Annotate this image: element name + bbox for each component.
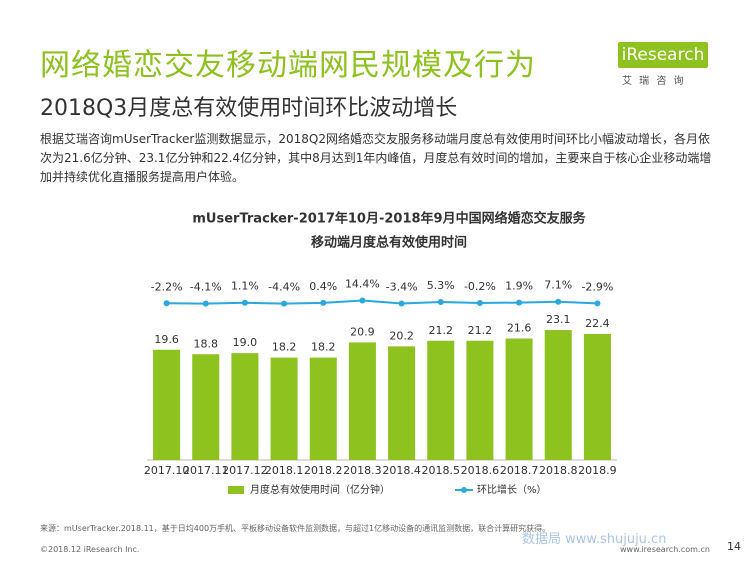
bar-label: 18.8 — [194, 337, 219, 350]
x-tick-label: 2018.8 — [539, 464, 578, 477]
bar — [348, 342, 376, 460]
bar — [309, 357, 337, 460]
bar-label: 18.2 — [272, 341, 297, 354]
chart: mUserTracker-2017年10月-2018年9月中国网络婚恋交友服务 … — [144, 211, 617, 496]
legend-label: 月度总有效使用时间（亿分钟） — [250, 483, 390, 496]
bar-label: 21.2 — [468, 324, 493, 337]
legend-swatch — [461, 487, 467, 493]
x-tick-label: 2018.2 — [304, 464, 343, 477]
line-label: 1.1% — [231, 280, 259, 293]
paragraph: 根据艾瑞咨询mUserTracker监测数据显示，2018Q2网络婚恋交友服务移… — [40, 132, 712, 184]
x-tick-label: 2018.5 — [422, 464, 461, 477]
x-tick-label: 2018.9 — [578, 464, 617, 477]
line-label: -0.2% — [464, 280, 496, 293]
line-marker — [594, 300, 601, 307]
x-tick-label: 2018.7 — [500, 464, 539, 477]
x-tick-label: 2018.3 — [343, 464, 382, 477]
legend-label: 环比增长（%） — [477, 483, 547, 496]
bar — [388, 346, 416, 460]
bar-label: 20.9 — [350, 325, 375, 338]
line-marker — [281, 300, 288, 307]
x-tick-label: 2018.4 — [382, 464, 421, 477]
line-label: -4.4% — [268, 281, 300, 294]
line-marker — [202, 300, 209, 307]
line-label: 5.3% — [427, 279, 455, 292]
bar — [427, 340, 455, 460]
line-marker — [163, 300, 170, 307]
bar — [153, 349, 181, 460]
logo-sub: 艾 瑞 咨 询 — [622, 76, 686, 87]
line-marker — [555, 298, 562, 305]
line-label: 14.4% — [345, 278, 380, 291]
bar — [583, 334, 611, 460]
line-label: 0.4% — [309, 280, 337, 293]
bar-label: 22.4 — [585, 317, 610, 330]
bar-label: 23.1 — [546, 313, 571, 326]
x-tick-label: 2018.6 — [461, 464, 500, 477]
line-label: -2.9% — [581, 280, 613, 293]
x-tick-label: 2018.1 — [265, 464, 304, 477]
line-label: -3.4% — [386, 280, 418, 293]
chart-subtitle: 移动端月度总有效使用时间 — [311, 235, 467, 251]
line-marker — [437, 299, 444, 306]
bar-label: 21.2 — [429, 324, 454, 337]
bar — [270, 357, 298, 460]
logo: iResearch — [618, 42, 708, 68]
line-label: -4.1% — [190, 281, 222, 294]
x-tick-label: 2017.11 — [183, 464, 229, 477]
watermark: 数据局 www.shujuju.cn — [522, 532, 667, 547]
line — [166, 299, 598, 305]
title: 网络婚恋交友移动端网民规模及行为 — [40, 48, 536, 83]
source: 来源：mUserTracker.2018.11，基于日均400万手机、平板移动设… — [40, 524, 551, 533]
bar — [466, 340, 494, 460]
line-label: -2.2% — [151, 280, 183, 293]
line-label: 1.9% — [505, 280, 533, 293]
bar-label: 20.2 — [389, 329, 414, 342]
x-tick-label: 2017.12 — [222, 464, 268, 477]
line-label: 7.1% — [544, 279, 572, 292]
line-marker — [476, 299, 483, 306]
bar — [192, 354, 220, 460]
x-tick-label: 2017.10 — [144, 464, 190, 477]
line-marker — [320, 299, 327, 306]
bar — [544, 330, 572, 460]
copyright: ©2018.12 iResearch Inc. — [40, 545, 140, 554]
page-number: 14 — [727, 540, 741, 553]
bar — [505, 338, 533, 460]
line-marker — [516, 299, 523, 306]
line-marker — [241, 299, 248, 306]
bar-label: 19.0 — [233, 336, 258, 349]
bar-label: 19.6 — [154, 333, 179, 346]
bar-label: 21.6 — [507, 322, 532, 335]
bar — [231, 353, 259, 460]
site: www.iresearch.com.cn — [620, 545, 710, 554]
subtitle: 2018Q3月度总有效使用时间环比波动增长 — [40, 96, 458, 121]
line-marker — [359, 297, 366, 304]
chart-title: mUserTracker-2017年10月-2018年9月中国网络婚恋交友服务 — [192, 211, 586, 227]
line-marker — [398, 300, 405, 307]
legend-swatch — [228, 486, 244, 494]
bar-label: 18.2 — [311, 341, 336, 354]
